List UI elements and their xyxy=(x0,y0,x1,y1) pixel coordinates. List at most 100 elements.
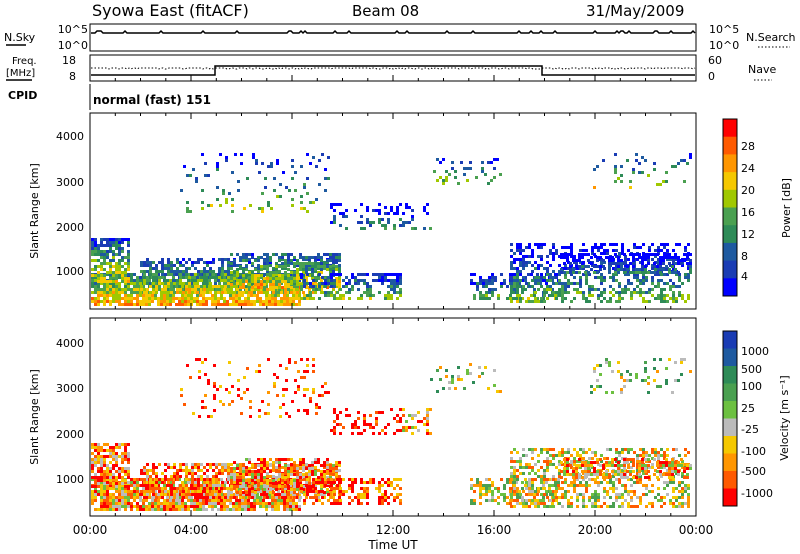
range-gate-cell xyxy=(493,158,496,161)
range-gate-cell xyxy=(169,294,172,297)
range-gate-cell xyxy=(369,478,372,481)
range-gate-cell xyxy=(305,280,308,283)
range-gate-cell xyxy=(591,294,594,297)
range-gate-cell xyxy=(94,303,97,306)
range-gate-cell xyxy=(294,361,297,364)
range-gate-cell xyxy=(654,297,657,300)
range-gate-cell xyxy=(275,271,278,274)
range-gate-cell xyxy=(351,499,354,502)
range-gate-cell xyxy=(257,259,260,262)
range-gate-cell xyxy=(473,297,476,300)
range-gate-cell xyxy=(339,423,342,426)
range-gate-cell xyxy=(277,291,280,294)
range-gate-cell xyxy=(584,271,587,274)
range-gate-cell xyxy=(163,502,166,505)
range-gate-cell xyxy=(339,203,342,206)
range-gate-cell xyxy=(522,448,525,451)
range-gate-cell xyxy=(253,505,256,508)
range-gate-cell xyxy=(399,478,402,481)
range-gate-cell xyxy=(109,476,112,479)
range-gate-cell xyxy=(291,165,294,168)
range-gate-cell xyxy=(106,241,109,244)
range-gate-cell xyxy=(267,391,270,394)
range-gate-cell xyxy=(639,261,642,264)
range-gate-cell xyxy=(302,268,305,271)
range-gate-cell xyxy=(176,469,179,472)
range-gate-cell xyxy=(587,271,590,274)
range-gate-cell xyxy=(251,253,254,256)
range-gate-cell xyxy=(332,496,335,499)
range-gate-cell xyxy=(320,271,323,274)
range-gate-cell xyxy=(236,464,239,467)
velocity-heatmap xyxy=(91,358,692,511)
range-gate-cell xyxy=(278,280,281,283)
range-gate-cell xyxy=(537,475,540,478)
range-gate-cell xyxy=(167,481,170,484)
range-gate-cell xyxy=(238,303,241,306)
range-gate-cell xyxy=(287,253,290,256)
range-gate-cell xyxy=(291,204,294,207)
range-gate-cell xyxy=(287,279,290,282)
range-gate-cell xyxy=(378,291,381,294)
range-gate-cell xyxy=(172,508,175,511)
range-gate-cell xyxy=(639,288,642,291)
range-gate-cell xyxy=(654,249,657,252)
range-gate-cell xyxy=(665,268,668,271)
range-gate-cell xyxy=(202,279,205,282)
range-gate-cell xyxy=(510,475,513,478)
range-gate-cell xyxy=(528,300,531,303)
range-gate-cell xyxy=(674,165,677,168)
range-gate-cell xyxy=(100,449,103,452)
range-gate-cell xyxy=(533,490,536,493)
range-gate-cell xyxy=(271,496,274,499)
range-gate-cell xyxy=(103,505,106,508)
range-gate-cell xyxy=(109,277,112,280)
range-gate-cell xyxy=(176,258,179,261)
range-gate-cell xyxy=(222,192,225,195)
range-gate-cell xyxy=(272,485,275,488)
range-gate-cell xyxy=(399,499,402,502)
range-gate-cell xyxy=(510,279,513,282)
range-gate-cell xyxy=(271,505,274,508)
range-gate-cell xyxy=(172,273,175,276)
range-gate-cell xyxy=(333,426,336,429)
range-gate-cell xyxy=(451,375,454,378)
range-gate-cell xyxy=(287,491,290,494)
range-gate-cell xyxy=(257,279,260,282)
range-gate-cell xyxy=(200,276,203,279)
range-gate-cell xyxy=(582,297,585,300)
range-gate-cell xyxy=(575,271,578,274)
range-gate-cell xyxy=(372,478,375,481)
range-gate-cell xyxy=(333,209,336,212)
range-gate-cell xyxy=(533,288,536,291)
range-gate-cell xyxy=(242,268,245,271)
range-gate-cell xyxy=(324,279,327,282)
range-gate-cell xyxy=(276,159,279,162)
range-gate-cell xyxy=(329,268,332,271)
range-gate-cell xyxy=(528,490,531,493)
range-gate-cell xyxy=(127,499,130,502)
range-gate-cell xyxy=(659,256,662,259)
range-gate-cell xyxy=(106,280,109,283)
range-gate-cell xyxy=(321,282,324,285)
range-gate-cell xyxy=(537,255,540,258)
range-gate-cell xyxy=(305,484,308,487)
range-gate-cell xyxy=(552,282,555,285)
range-gate-cell xyxy=(218,484,221,487)
range-gate-cell xyxy=(91,485,94,488)
range-gate-cell xyxy=(513,258,516,261)
nsky-panel-frame xyxy=(89,23,697,52)
range-gate-cell xyxy=(339,490,342,493)
range-gate-cell xyxy=(306,370,309,373)
range-gate-cell xyxy=(312,279,315,282)
range-gate-cell xyxy=(500,282,503,285)
range-gate-cell xyxy=(641,268,644,271)
range-gate-cell xyxy=(103,479,106,482)
range-gate-cell xyxy=(378,279,381,282)
range-gate-cell xyxy=(534,267,537,270)
range-gate-cell xyxy=(497,490,500,493)
range-gate-cell xyxy=(219,204,222,207)
range-gate-cell xyxy=(312,364,315,367)
range-gate-cell xyxy=(238,300,241,303)
range-gate-cell xyxy=(139,496,142,499)
